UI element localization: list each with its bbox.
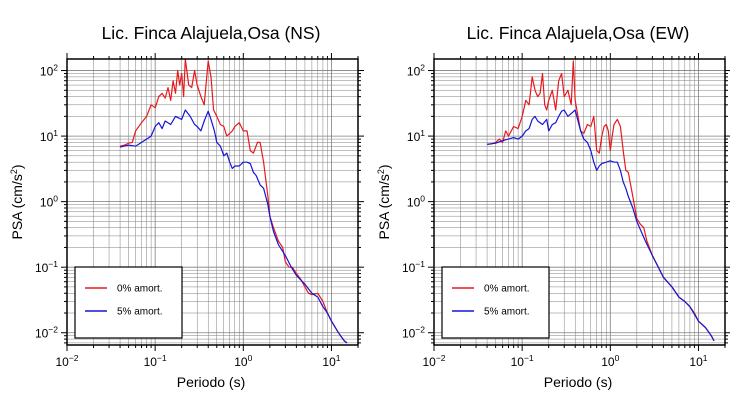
grid-lines bbox=[66, 59, 359, 345]
chart-title: Lic. Finca Alajuela,Osa (NS) bbox=[102, 23, 321, 43]
chart-title: Lic. Finca Alajuela,Osa (EW) bbox=[467, 23, 690, 43]
y-tick-label: 102 bbox=[40, 63, 58, 79]
axis-ticks: 10−2 10−1 100 101 10−2 10−1 100 101 102 bbox=[35, 53, 364, 369]
legend-label-5pct: 5% amort. bbox=[117, 307, 163, 318]
legend-label-0pct: 0% amort. bbox=[117, 284, 163, 295]
legend: 0% amort. 5% amort. bbox=[441, 266, 550, 339]
x-axis-label: Periodo (s) bbox=[544, 374, 612, 390]
series-lines bbox=[119, 58, 348, 344]
legend-box bbox=[74, 266, 183, 339]
y-tick-label: 10−1 bbox=[402, 259, 425, 275]
series-line-0pct-damping bbox=[119, 58, 348, 344]
y-axis-label: PSA (cm/s2) bbox=[376, 164, 392, 239]
x-tick-label: 101 bbox=[322, 353, 340, 369]
legend-box bbox=[441, 266, 550, 339]
y-tick-label: 10−1 bbox=[35, 259, 58, 275]
x-tick-label: 101 bbox=[689, 353, 707, 369]
y-tick-label: 10−2 bbox=[402, 325, 425, 341]
axis-ticks: 10−2 10−1 100 101 10−2 10−1 100 101 102 bbox=[402, 53, 730, 369]
series-line-5pct-damping bbox=[487, 109, 715, 342]
y-tick-label: 101 bbox=[407, 128, 425, 144]
x-tick-label: 10−2 bbox=[422, 353, 445, 369]
x-tick-label: 10−2 bbox=[55, 353, 78, 369]
y-tick-label: 101 bbox=[40, 128, 58, 144]
y-tick-label: 10−2 bbox=[35, 325, 58, 341]
x-tick-label: 10−1 bbox=[511, 353, 534, 369]
y-tick-label: 100 bbox=[407, 194, 425, 210]
x-axis-label: Periodo (s) bbox=[177, 374, 245, 390]
legend: 0% amort. 5% amort. bbox=[74, 266, 183, 339]
y-tick-label: 100 bbox=[40, 194, 58, 210]
chart-panel-ns: Lic. Finca Alajuela,Osa (NS) 0% amort. 5… bbox=[9, 23, 364, 390]
grid-lines bbox=[433, 59, 726, 345]
chart-panel-ew: Lic. Finca Alajuela,Osa (EW) 0% amort. 5… bbox=[376, 23, 730, 390]
x-tick-label: 100 bbox=[234, 353, 252, 369]
legend-label-5pct: 5% amort. bbox=[484, 307, 530, 318]
series-line-5pct-damping bbox=[119, 109, 348, 344]
y-axis-label: PSA (cm/s2) bbox=[9, 164, 25, 239]
x-tick-label: 100 bbox=[601, 353, 619, 369]
legend-label-0pct: 0% amort. bbox=[484, 284, 530, 295]
y-tick-label: 102 bbox=[407, 63, 425, 79]
x-tick-label: 10−1 bbox=[144, 353, 167, 369]
series-lines bbox=[487, 60, 715, 342]
